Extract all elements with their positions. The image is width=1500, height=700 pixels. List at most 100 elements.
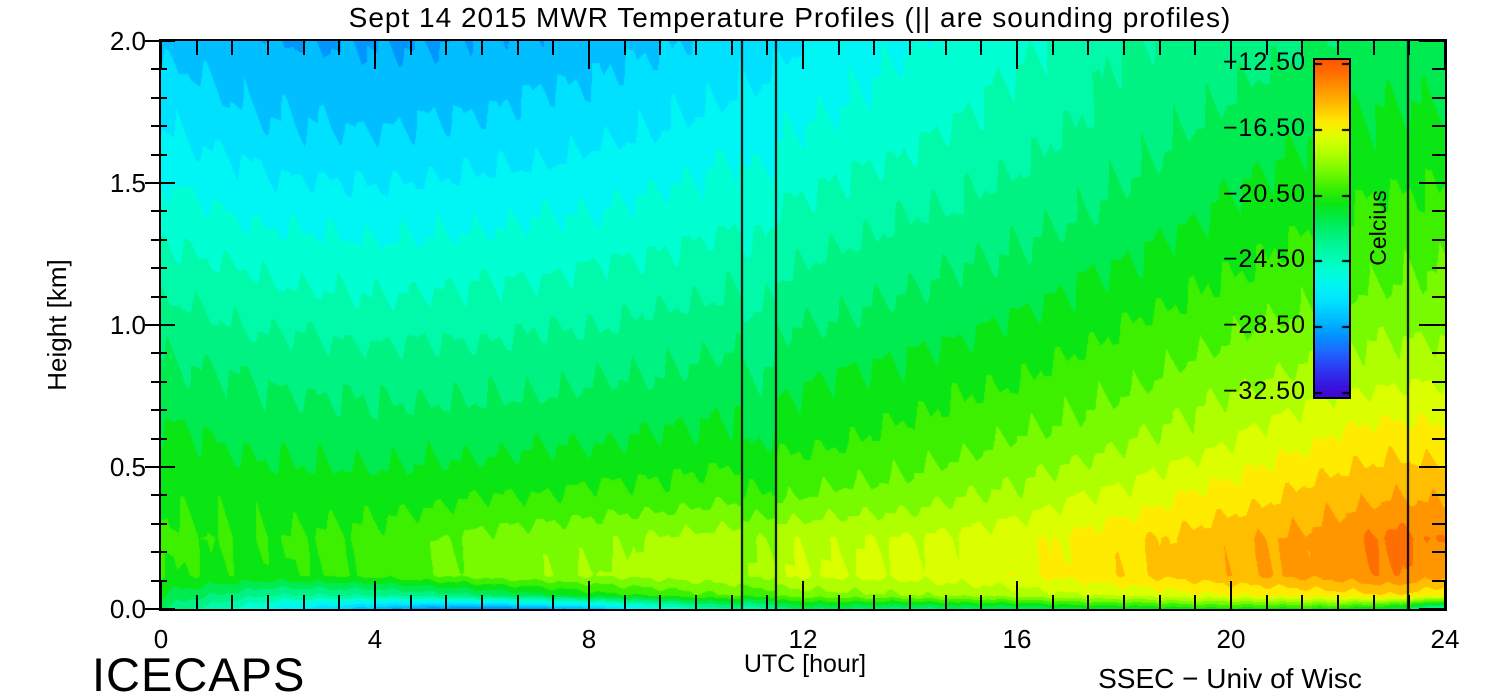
x-minor-tick-bottom: [1194, 595, 1196, 609]
y-major-tick-left: [145, 324, 175, 326]
x-minor-tick-bottom: [481, 595, 483, 609]
x-minor-tick-bottom: [1087, 595, 1089, 609]
x-minor-tick-top: [338, 41, 340, 55]
x-tick-label: 12: [788, 624, 818, 654]
x-minor-tick-top: [838, 41, 840, 55]
x-minor-tick-top: [1159, 41, 1161, 55]
y-minor-tick-left: [151, 551, 167, 553]
x-minor-tick-bottom: [517, 595, 519, 609]
y-minor-tick-left: [151, 381, 167, 383]
y-minor-tick-left: [151, 210, 167, 212]
x-major-tick-bottom: [374, 581, 376, 609]
x-minor-tick-top: [481, 41, 483, 55]
icecaps-logo-text: ICECAPS: [92, 648, 306, 700]
x-minor-tick-bottom: [1052, 595, 1054, 609]
y-minor-tick-right: [1432, 125, 1445, 127]
x-minor-tick-top: [766, 41, 768, 55]
x-major-tick-bottom: [1444, 581, 1446, 609]
x-major-tick-top: [1444, 41, 1446, 69]
x-minor-tick-top: [552, 41, 554, 55]
x-minor-tick-top: [1373, 41, 1375, 55]
x-minor-tick-top: [1087, 41, 1089, 55]
x-major-tick-bottom: [802, 581, 804, 609]
x-tick-label: 16: [1002, 624, 1032, 654]
y-minor-tick-left: [151, 523, 167, 525]
y-major-tick-left: [145, 466, 175, 468]
colorbar-tick-label: −12.50: [1222, 48, 1306, 76]
y-minor-tick-right: [1432, 381, 1445, 383]
x-minor-tick-bottom: [445, 595, 447, 609]
x-minor-tick-bottom: [1266, 595, 1268, 609]
chart-title: Sept 14 2015 MWR Temperature Profiles (|…: [348, 2, 1232, 33]
colorbar-tick-label: −32.50: [1222, 377, 1306, 405]
x-minor-tick-top: [731, 41, 733, 55]
x-minor-tick-bottom: [1301, 595, 1303, 609]
y-minor-tick-right: [1432, 296, 1445, 298]
x-minor-tick-top: [909, 41, 911, 55]
x-major-tick-top: [374, 41, 376, 69]
x-major-tick-top: [1016, 41, 1018, 69]
y-minor-tick-left: [151, 438, 167, 440]
x-minor-tick-bottom: [695, 595, 697, 609]
x-minor-tick-bottom: [766, 595, 768, 609]
y-major-tick-left: [145, 608, 175, 610]
y-minor-tick-right: [1432, 154, 1445, 156]
y-minor-tick-left: [151, 494, 167, 496]
x-axis-label: UTC [hour]: [743, 650, 867, 678]
x-minor-tick-top: [1337, 41, 1339, 55]
y-minor-tick-left: [151, 296, 167, 298]
x-tick-label: 24: [1430, 624, 1460, 654]
y-minor-tick-right: [1432, 580, 1445, 582]
x-minor-tick-top: [873, 41, 875, 55]
y-tick-label: 1.5: [109, 168, 146, 198]
colorbar-tick-label: −16.50: [1222, 114, 1306, 142]
y-tick-label: 0.0: [109, 594, 146, 624]
y-minor-tick-right: [1432, 68, 1445, 70]
x-minor-tick-bottom: [1373, 595, 1375, 609]
x-minor-tick-bottom: [1337, 595, 1339, 609]
x-major-tick-bottom: [588, 581, 590, 609]
x-minor-tick-top: [659, 41, 661, 55]
colorbar-canvas: [1315, 60, 1349, 397]
x-minor-tick-top: [1052, 41, 1054, 55]
x-minor-tick-bottom: [873, 595, 875, 609]
x-major-tick-top: [802, 41, 804, 69]
colorbar-border: [1313, 58, 1351, 399]
x-minor-tick-top: [231, 41, 233, 55]
x-minor-tick-bottom: [909, 595, 911, 609]
y-minor-tick-right: [1432, 352, 1445, 354]
y-minor-tick-left: [151, 68, 167, 70]
x-minor-tick-bottom: [338, 595, 340, 609]
y-minor-tick-right: [1432, 239, 1445, 241]
x-minor-tick-bottom: [231, 595, 233, 609]
y-minor-tick-left: [151, 267, 167, 269]
y-major-tick-left: [145, 40, 175, 42]
x-minor-tick-bottom: [945, 595, 947, 609]
y-major-tick-right: [1419, 608, 1445, 610]
x-minor-tick-top: [303, 41, 305, 55]
x-major-tick-top: [160, 41, 162, 69]
x-minor-tick-top: [945, 41, 947, 55]
colorbar-tick-label: −20.50: [1222, 180, 1306, 208]
x-minor-tick-bottom: [838, 595, 840, 609]
y-major-tick-right: [1419, 182, 1445, 184]
y-minor-tick-left: [151, 239, 167, 241]
y-minor-tick-right: [1432, 267, 1445, 269]
x-minor-tick-top: [1408, 41, 1410, 55]
x-minor-tick-bottom: [624, 595, 626, 609]
y-minor-tick-left: [151, 409, 167, 411]
x-minor-tick-bottom: [1123, 595, 1125, 609]
x-minor-tick-top: [1266, 41, 1268, 55]
y-minor-tick-right: [1432, 494, 1445, 496]
x-major-tick-top: [588, 41, 590, 69]
x-major-tick-bottom: [1230, 581, 1232, 609]
x-minor-tick-bottom: [303, 595, 305, 609]
x-minor-tick-bottom: [267, 595, 269, 609]
x-minor-tick-top: [1194, 41, 1196, 55]
y-tick-label: 1.0: [109, 310, 146, 340]
x-minor-tick-top: [695, 41, 697, 55]
x-tick-label: 4: [367, 624, 383, 654]
colorbar-tick-label: −24.50: [1222, 245, 1306, 273]
x-minor-tick-top: [267, 41, 269, 55]
